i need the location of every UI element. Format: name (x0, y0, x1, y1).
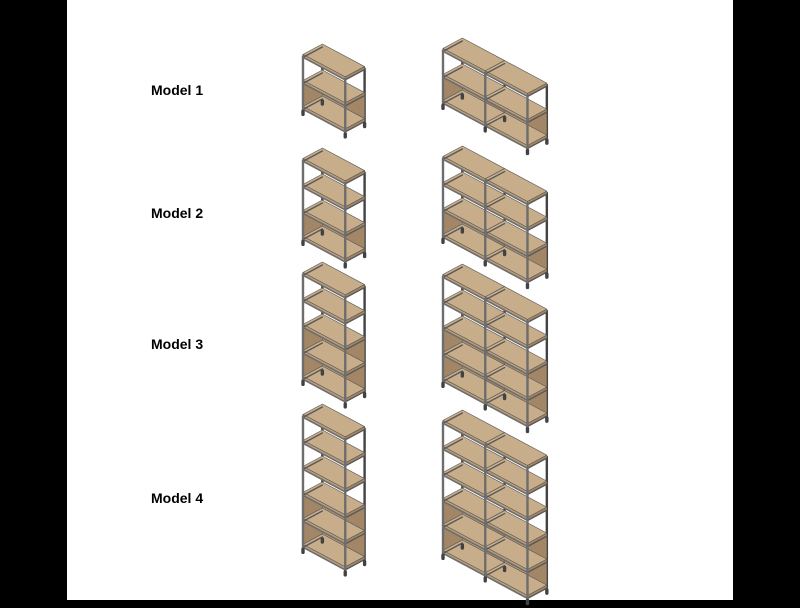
m2-label: Model 2 (151, 205, 203, 221)
m1-single (297, 36, 371, 142)
m4-single (297, 396, 371, 580)
m4-double (437, 402, 553, 608)
m4-label: Model 4 (151, 490, 203, 506)
m3-label: Model 3 (151, 336, 203, 352)
m1-label: Model 1 (151, 82, 203, 98)
m2-single (297, 140, 371, 272)
m3-single (297, 254, 371, 412)
diagram-canvas: Model 1 Model 2 Model 3 Model 4 (67, 0, 733, 600)
